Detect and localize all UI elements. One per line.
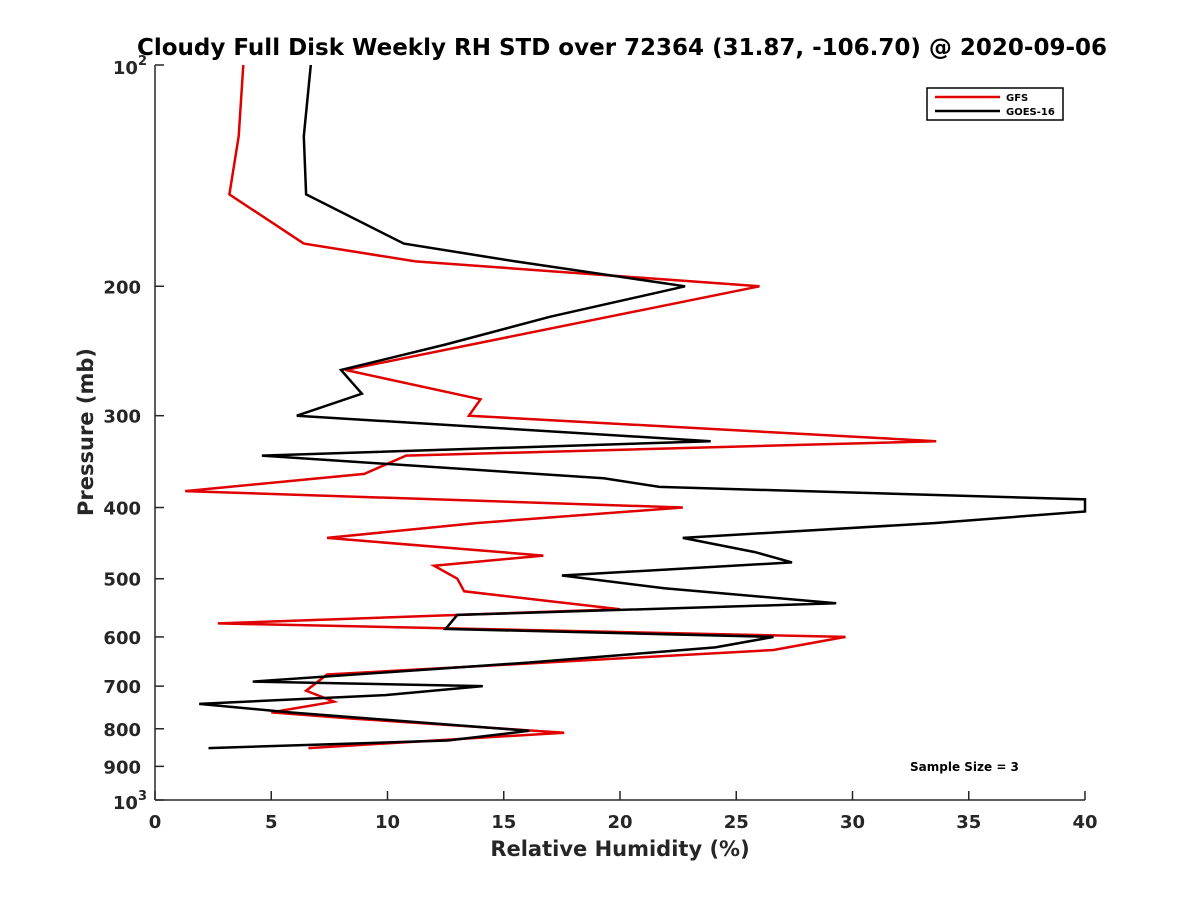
series-line-goes-16: [199, 64, 1087, 750]
series-line-gfs: [185, 64, 937, 750]
y-tick-label: 102: [113, 54, 147, 79]
y-tick-label: 600: [103, 628, 141, 649]
sample-size-annotation: Sample Size = 3: [910, 760, 1019, 774]
y-tick-label: 200: [103, 277, 141, 298]
y-tick-label: 300: [103, 407, 141, 428]
x-tick-label: 10: [375, 812, 400, 833]
plot-frame: [155, 65, 1085, 800]
legend-box: [926, 87, 1064, 121]
x-tick-label: 30: [840, 812, 865, 833]
x-tick-label: 15: [491, 812, 516, 833]
y-tick-label: 400: [103, 499, 141, 520]
x-tick-label: 25: [724, 812, 749, 833]
legend: GFS GOES-16: [926, 87, 1064, 121]
y-tick-label: 800: [103, 720, 141, 741]
x-tick-label: 20: [607, 812, 632, 833]
x-tick-label: 35: [956, 812, 981, 833]
y-axis-ticks: 102 200 300 400 500 600 700 800 900 103: [103, 54, 164, 814]
x-axis-label: Relative Humidity (%): [490, 837, 749, 861]
y-tick-label: 700: [103, 677, 141, 698]
x-tick-label: 0: [149, 812, 162, 833]
y-tick-label: 500: [103, 570, 141, 591]
plot-lines: [185, 64, 1087, 750]
y-tick-label: 103: [113, 789, 147, 814]
chart-title: Cloudy Full Disk Weekly RH STD over 7236…: [137, 35, 1107, 61]
legend-label-gfs: GFS: [1006, 93, 1028, 104]
x-axis-ticks: 0 5 10 15 20 25 30 35 40: [149, 791, 1098, 833]
x-tick-label: 40: [1072, 812, 1097, 833]
x-tick-label: 5: [265, 812, 278, 833]
y-axis-label: Pressure (mb): [74, 348, 98, 516]
legend-label-goes-16: GOES-16: [1006, 107, 1055, 118]
y-tick-label: 900: [103, 757, 141, 778]
